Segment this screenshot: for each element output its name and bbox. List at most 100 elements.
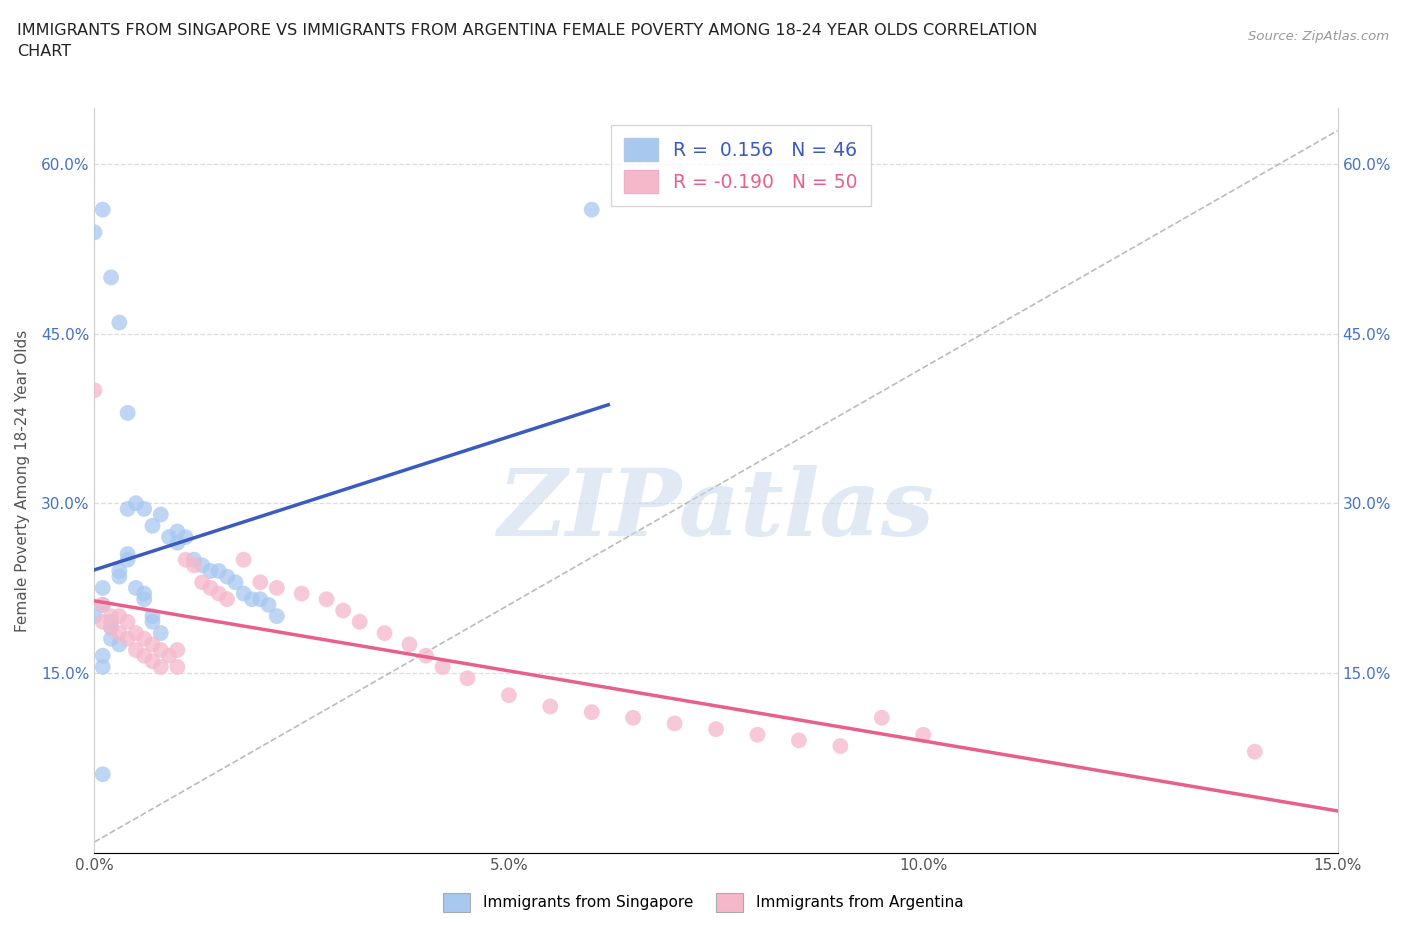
Point	[157, 648, 180, 663]
Point	[217, 569, 239, 584]
Point	[291, 586, 314, 601]
Point	[432, 659, 454, 674]
Point	[134, 501, 156, 516]
Text: ZIPatlas: ZIPatlas	[498, 465, 935, 555]
Point	[149, 626, 172, 641]
Point	[108, 315, 131, 330]
Point	[91, 597, 114, 612]
Point	[249, 575, 271, 590]
Point	[870, 711, 893, 725]
Point	[100, 631, 122, 646]
Point	[830, 738, 852, 753]
Point	[134, 591, 156, 606]
Point	[157, 530, 180, 545]
Legend: R =  0.156   N = 46, R = -0.190   N = 50: R = 0.156 N = 46, R = -0.190 N = 50	[612, 125, 870, 206]
Point	[83, 609, 105, 624]
Point	[208, 586, 231, 601]
Point	[91, 615, 114, 630]
Point	[108, 626, 131, 641]
Point	[149, 507, 172, 522]
Legend: Immigrants from Singapore, Immigrants from Argentina: Immigrants from Singapore, Immigrants fr…	[437, 887, 969, 918]
Point	[83, 225, 105, 240]
Point	[91, 580, 114, 595]
Point	[117, 547, 139, 562]
Point	[166, 659, 188, 674]
Point	[108, 637, 131, 652]
Point	[134, 586, 156, 601]
Point	[91, 202, 114, 217]
Text: IMMIGRANTS FROM SINGAPORE VS IMMIGRANTS FROM ARGENTINA FEMALE POVERTY AMONG 18-2: IMMIGRANTS FROM SINGAPORE VS IMMIGRANTS …	[17, 23, 1038, 60]
Point	[538, 699, 561, 714]
Point	[134, 648, 156, 663]
Point	[83, 383, 105, 398]
Point	[100, 615, 122, 630]
Point	[191, 575, 214, 590]
Point	[141, 518, 163, 533]
Point	[374, 626, 396, 641]
Point	[704, 722, 727, 737]
Point	[208, 564, 231, 578]
Point	[125, 496, 148, 511]
Point	[232, 586, 254, 601]
Point	[166, 524, 188, 538]
Point	[125, 580, 148, 595]
Point	[224, 575, 246, 590]
Point	[183, 558, 205, 573]
Point	[149, 643, 172, 658]
Point	[249, 591, 271, 606]
Point	[232, 552, 254, 567]
Point	[91, 767, 114, 782]
Point	[134, 631, 156, 646]
Point	[108, 609, 131, 624]
Point	[217, 591, 239, 606]
Point	[91, 659, 114, 674]
Point	[117, 615, 139, 630]
Point	[240, 591, 263, 606]
Point	[664, 716, 686, 731]
Point	[100, 609, 122, 624]
Point	[315, 591, 337, 606]
Point	[191, 558, 214, 573]
Point	[141, 615, 163, 630]
Point	[456, 671, 478, 685]
Point	[912, 727, 935, 742]
Point	[183, 552, 205, 567]
Point	[117, 631, 139, 646]
Point	[415, 648, 437, 663]
Point	[266, 609, 288, 624]
Point	[141, 609, 163, 624]
Point	[141, 654, 163, 669]
Point	[166, 536, 188, 551]
Point	[200, 564, 222, 578]
Point	[174, 530, 197, 545]
Point	[100, 620, 122, 635]
Text: Source: ZipAtlas.com: Source: ZipAtlas.com	[1249, 30, 1389, 43]
Point	[166, 643, 188, 658]
Point	[266, 580, 288, 595]
Point	[200, 580, 222, 595]
Y-axis label: Female Poverty Among 18-24 Year Olds: Female Poverty Among 18-24 Year Olds	[15, 329, 30, 631]
Point	[787, 733, 810, 748]
Point	[581, 202, 603, 217]
Point	[117, 552, 139, 567]
Point	[149, 659, 172, 674]
Point	[1243, 744, 1265, 759]
Point	[747, 727, 769, 742]
Point	[91, 648, 114, 663]
Point	[125, 643, 148, 658]
Point	[174, 552, 197, 567]
Point	[398, 637, 420, 652]
Point	[108, 564, 131, 578]
Point	[91, 597, 114, 612]
Point	[581, 705, 603, 720]
Point	[100, 620, 122, 635]
Point	[498, 688, 520, 703]
Point	[257, 597, 280, 612]
Point	[332, 603, 354, 618]
Point	[349, 615, 371, 630]
Point	[125, 626, 148, 641]
Point	[141, 637, 163, 652]
Point	[117, 501, 139, 516]
Point	[117, 405, 139, 420]
Point	[100, 270, 122, 285]
